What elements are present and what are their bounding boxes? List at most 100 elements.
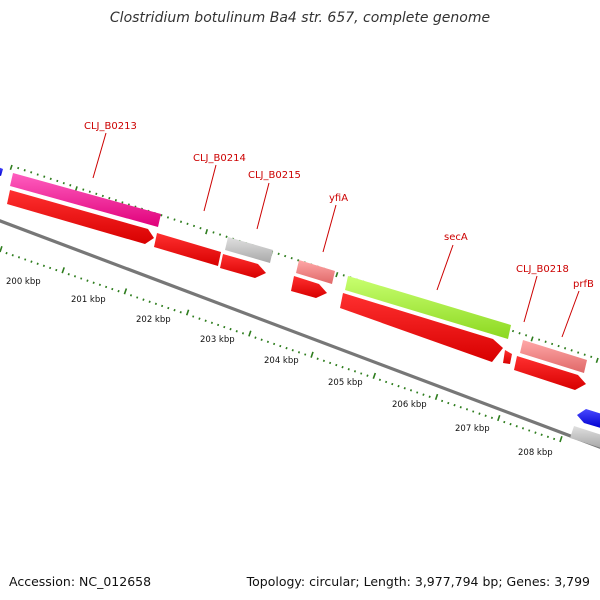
cds-arrow[interactable] [340,293,503,362]
ruler-tick [285,346,288,350]
ruler-tick [121,201,124,204]
ruler-tick [217,323,220,327]
ruler-tick [322,359,325,363]
ruler-tick [186,222,189,226]
ruler-tick [290,256,293,260]
ruler-tick [17,166,20,170]
ruler-tick [36,262,39,265]
ruler-tick [447,401,450,405]
ruler-tick [111,287,114,291]
ruler-tick [95,192,98,196]
kbp-label: 208 kbp [518,448,553,458]
ruler-tick [30,260,33,263]
ruler-tick [277,252,280,256]
ruler-tick [570,349,573,352]
kbp-label: 202 kbp [136,315,171,325]
ruler-tick [284,254,287,258]
gene-CLJ_B0213[interactable] [10,173,161,227]
ruler-tick [534,431,537,434]
ruler-tick [472,410,475,413]
ruler-tick [161,304,164,308]
ruler-tick [229,327,232,331]
ruler-tick [160,214,163,217]
ruler-tick [43,175,46,178]
ruler-tick [590,355,593,359]
ruler-tick [114,199,117,202]
ruler-tick [304,353,307,356]
ruler-tick [422,393,425,396]
ruler-tick [347,368,350,371]
kbp-label: 207 kbp [455,424,490,434]
ruler-tick [583,353,586,356]
cds-arrow[interactable] [503,350,512,364]
ruler-tick [166,216,170,219]
leader-line [561,290,580,338]
ruler-tick [80,277,83,280]
ruler-tick [210,321,213,325]
ruler-tick [366,374,369,377]
leader-line [322,204,337,253]
ruler-tick [353,370,357,373]
gene-label-prfB: prfB [573,279,594,290]
ruler-tick [204,319,207,322]
gene-arrow-blue[interactable] [577,409,600,428]
gene-label-CLJ_B0214: CLJ_B0214 [193,153,246,164]
ruler-tick [341,365,344,369]
ruler-tick [98,283,101,287]
ruler-tick [205,229,209,235]
leader-line [203,164,217,212]
ruler-tick [117,289,120,293]
outer-gene-track [0,167,587,373]
ruler-tick [397,384,400,388]
ruler-tick [329,361,332,365]
ruler-tick [123,288,128,295]
gene-arrow-grey[interactable] [570,426,600,448]
ruler-tick [385,380,388,384]
kbp-label: 206 kbp [392,400,427,410]
kbp-label: 204 kbp [264,356,299,366]
ruler-tick [564,347,567,350]
ruler-tick [218,233,222,236]
ruler-tick [154,302,157,306]
ruler-tick [478,412,481,415]
ruler-tick [56,179,59,183]
ruler-tick [167,306,170,310]
ruler-tick [17,256,21,259]
cds-arrow[interactable] [154,233,221,266]
ruler-tick [88,190,91,193]
ruler-tick [49,266,52,270]
ruler-tick [192,224,196,228]
ruler-tick [557,344,560,348]
ruler-tick [403,387,406,390]
ruler-tick [459,406,462,409]
ruler-tick [61,267,65,274]
ruler-tick [441,399,444,403]
ruler-tick [235,330,238,333]
inner-gene-track [7,190,586,390]
cds-arrow[interactable] [514,356,586,390]
ruler-tick [9,164,13,170]
genome-title: Clostridium botulinum Ba4 str. 657, comp… [109,10,491,26]
ruler-tick [503,420,506,424]
gene-CLJ_B0215[interactable] [225,237,273,263]
ruler-tick [129,294,133,297]
ruler-tick [490,416,493,420]
topology-summary: Topology: circular; Length: 3,977,794 bp… [246,574,590,589]
gene-arrow-blue-left[interactable] [0,167,3,176]
gene-secA[interactable] [345,276,511,339]
ruler-tick [173,308,176,312]
ruler-tick [528,429,531,432]
accession-text: Accession: NC_012658 [9,574,152,589]
ruler-tick [544,340,547,343]
gene-yfiA[interactable] [296,260,335,284]
ruler-tick [105,285,108,289]
ruler-tick [335,271,339,278]
cds-arrow[interactable] [220,254,266,278]
ruler-tick [136,296,139,299]
cds-arrow[interactable] [291,276,327,298]
gene-CLJ_B0218[interactable] [520,340,587,373]
gene-labels: CLJ_B0213 CLJ_B0214 CLJ_B0215 yfiA secA … [84,121,594,338]
cds-arrow[interactable] [7,190,154,244]
ruler-tick [62,181,65,185]
